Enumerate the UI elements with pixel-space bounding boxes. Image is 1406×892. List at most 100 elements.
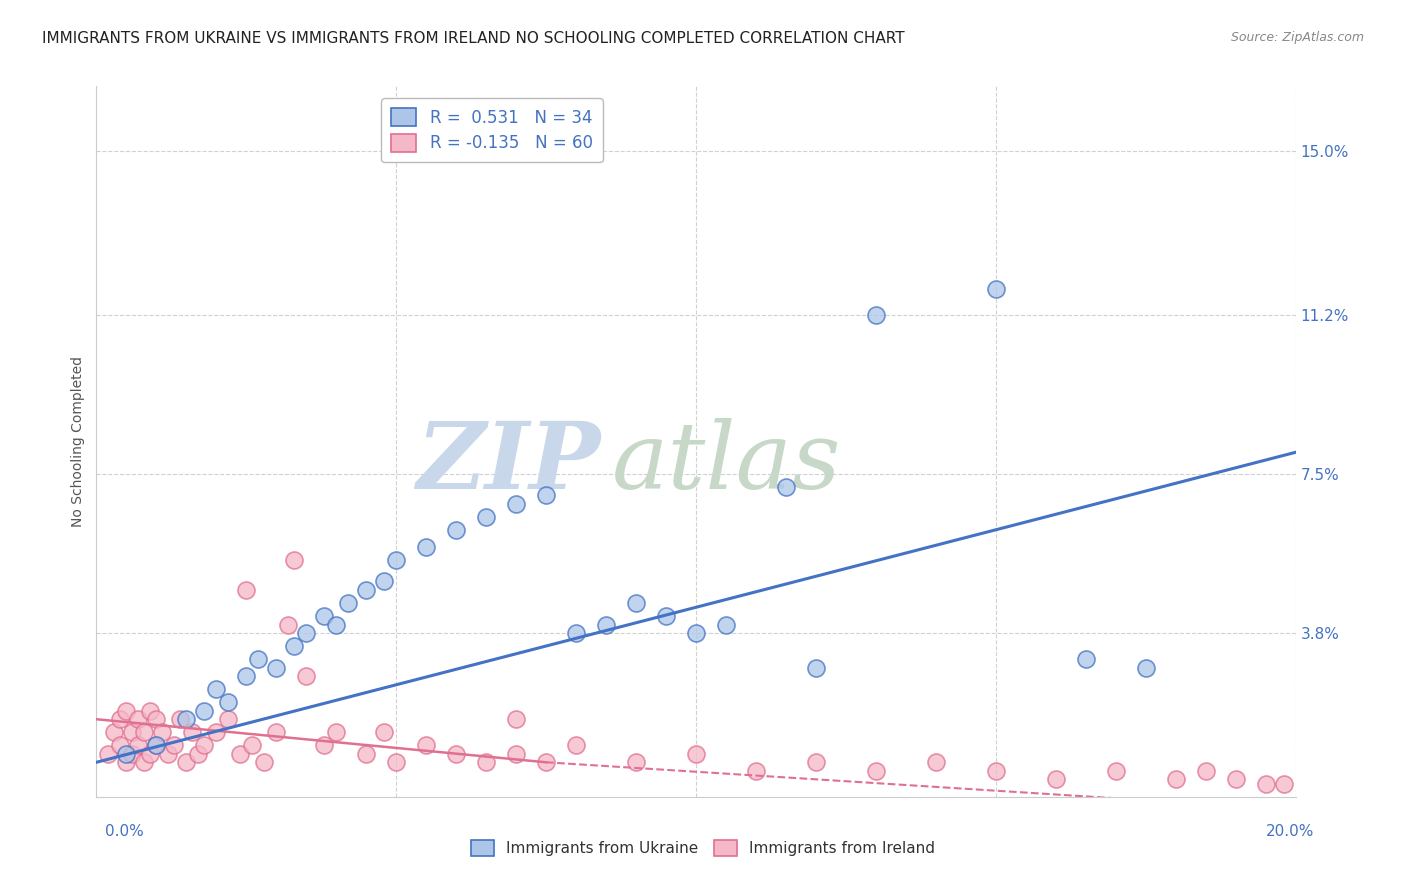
Point <box>229 747 252 761</box>
Point <box>624 756 647 770</box>
Point <box>865 764 887 778</box>
Point <box>150 725 173 739</box>
Point <box>253 756 276 770</box>
Point <box>235 583 257 598</box>
Point <box>714 617 737 632</box>
Point <box>157 747 180 761</box>
Point <box>295 669 318 683</box>
Point <box>115 756 138 770</box>
Point <box>139 747 162 761</box>
Point <box>685 626 707 640</box>
Point <box>475 756 498 770</box>
Point <box>1164 772 1187 787</box>
Point <box>865 308 887 322</box>
Point <box>264 725 287 739</box>
Legend: Immigrants from Ukraine, Immigrants from Ireland: Immigrants from Ukraine, Immigrants from… <box>465 834 941 862</box>
Y-axis label: No Schooling Completed: No Schooling Completed <box>72 356 86 527</box>
Point <box>1074 652 1097 666</box>
Point <box>181 725 204 739</box>
Point <box>217 712 239 726</box>
Point <box>775 480 797 494</box>
Point <box>505 712 527 726</box>
Point <box>295 626 318 640</box>
Point <box>283 553 305 567</box>
Point <box>240 738 263 752</box>
Text: Source: ZipAtlas.com: Source: ZipAtlas.com <box>1230 31 1364 45</box>
Point <box>314 738 336 752</box>
Point <box>277 617 299 632</box>
Point <box>984 282 1007 296</box>
Point <box>415 540 437 554</box>
Point <box>444 523 467 537</box>
Point <box>685 747 707 761</box>
Point <box>1254 777 1277 791</box>
Text: 20.0%: 20.0% <box>1267 824 1315 838</box>
Point <box>163 738 186 752</box>
Point <box>205 682 228 697</box>
Point <box>325 617 347 632</box>
Point <box>505 747 527 761</box>
Text: IMMIGRANTS FROM UKRAINE VS IMMIGRANTS FROM IRELAND NO SCHOOLING COMPLETED CORREL: IMMIGRANTS FROM UKRAINE VS IMMIGRANTS FR… <box>42 31 905 46</box>
Point <box>193 738 215 752</box>
Point <box>174 756 197 770</box>
Point <box>624 596 647 610</box>
Point <box>745 764 768 778</box>
Point <box>565 738 588 752</box>
Point <box>121 747 143 761</box>
Point <box>385 553 408 567</box>
Point <box>373 574 395 589</box>
Point <box>385 756 408 770</box>
Point <box>97 747 120 761</box>
Point <box>103 725 125 739</box>
Point <box>475 509 498 524</box>
Point <box>134 756 156 770</box>
Point <box>314 608 336 623</box>
Point <box>534 756 557 770</box>
Text: 0.0%: 0.0% <box>105 824 145 838</box>
Point <box>415 738 437 752</box>
Point <box>115 704 138 718</box>
Point <box>505 497 527 511</box>
Point <box>110 712 132 726</box>
Point <box>235 669 257 683</box>
Point <box>134 725 156 739</box>
Point <box>110 738 132 752</box>
Point <box>1105 764 1128 778</box>
Point <box>1194 764 1216 778</box>
Point <box>373 725 395 739</box>
Point <box>984 764 1007 778</box>
Point <box>115 747 138 761</box>
Point <box>337 596 360 610</box>
Point <box>1225 772 1247 787</box>
Point <box>283 639 305 653</box>
Point <box>325 725 347 739</box>
Point <box>193 704 215 718</box>
Legend: R =  0.531   N = 34, R = -0.135   N = 60: R = 0.531 N = 34, R = -0.135 N = 60 <box>381 98 603 162</box>
Point <box>217 695 239 709</box>
Point <box>174 712 197 726</box>
Point <box>655 608 678 623</box>
Point <box>804 756 827 770</box>
Point <box>139 704 162 718</box>
Point <box>169 712 191 726</box>
Point <box>1135 660 1157 674</box>
Point <box>127 712 149 726</box>
Point <box>145 712 167 726</box>
Point <box>595 617 617 632</box>
Point <box>354 747 377 761</box>
Point <box>264 660 287 674</box>
Point <box>354 583 377 598</box>
Point <box>565 626 588 640</box>
Point <box>145 738 167 752</box>
Point <box>925 756 948 770</box>
Point <box>127 738 149 752</box>
Point <box>534 488 557 502</box>
Text: atlas: atlas <box>612 417 842 508</box>
Point <box>1045 772 1067 787</box>
Point <box>247 652 270 666</box>
Text: ZIP: ZIP <box>416 417 600 508</box>
Point <box>444 747 467 761</box>
Point <box>121 725 143 739</box>
Point <box>205 725 228 739</box>
Point <box>145 738 167 752</box>
